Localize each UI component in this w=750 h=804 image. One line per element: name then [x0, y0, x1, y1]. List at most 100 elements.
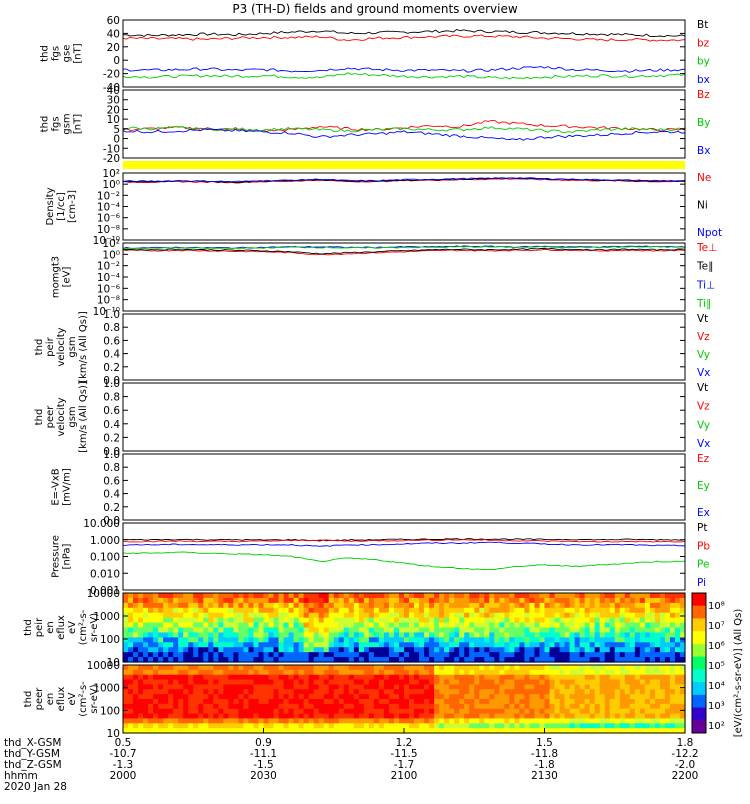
heatmap-cell — [669, 684, 676, 690]
heatmap-cell — [574, 622, 581, 629]
heatmap-cell — [378, 637, 385, 643]
heatmap-cell — [424, 647, 430, 653]
heatmap-cell — [143, 728, 149, 734]
heatmap-cell — [674, 607, 681, 614]
heatmap-cell — [168, 669, 174, 676]
heatmap-cell — [398, 689, 405, 695]
heatmap-cell — [469, 669, 475, 676]
heatmap-cell — [544, 708, 551, 715]
heatmap-cell — [459, 652, 465, 658]
heatmap-cell — [293, 607, 300, 614]
heatmap-cell — [388, 627, 395, 634]
heatmap-cell — [464, 657, 470, 663]
heatmap-cell — [203, 637, 209, 643]
heatmap-cell — [288, 627, 295, 634]
heatmap-cell — [148, 684, 154, 690]
heatmap-cell — [238, 674, 245, 681]
heatmap-cell — [133, 684, 139, 690]
heatmap-cell — [198, 684, 204, 690]
heatmap-cell — [348, 602, 355, 609]
heatmap-cell — [353, 669, 360, 676]
heatmap-cell — [373, 652, 380, 658]
heatmap-cell — [318, 637, 325, 643]
heatmap-cell — [559, 718, 566, 724]
heatmap-cell — [614, 652, 621, 658]
heatmap-cell — [128, 593, 134, 599]
heatmap-cell — [554, 708, 561, 715]
heatmap-cell — [639, 632, 646, 638]
heatmap-cell — [499, 703, 505, 710]
heatmap-cell — [283, 689, 290, 695]
heatmap-cell — [539, 694, 546, 700]
heatmap-cell — [138, 617, 144, 624]
heatmap-cell — [288, 718, 295, 724]
heatmap-cell — [343, 657, 350, 663]
heatmap-cell — [509, 694, 515, 700]
heatmap-cell — [273, 632, 280, 638]
heatmap-cell — [348, 632, 355, 638]
heatmap-cell — [368, 612, 375, 619]
heatmap-cell — [534, 622, 541, 629]
heatmap-cell — [634, 632, 641, 638]
heatmap-cell — [524, 718, 531, 724]
heatmap-cell — [494, 657, 500, 663]
heatmap-cell — [594, 713, 601, 720]
heatmap-cell — [674, 728, 681, 734]
heatmap-cell — [203, 708, 209, 715]
heatmap-cell — [419, 597, 425, 604]
heatmap-cell — [283, 617, 290, 624]
heatmap-cell — [323, 718, 330, 724]
ytick-label: 0.2 — [103, 432, 120, 444]
heatmap-cell — [168, 684, 174, 690]
heatmap-cell — [138, 637, 144, 643]
heatmap-cell — [624, 622, 631, 629]
heatmap-cell — [449, 728, 455, 734]
heatmap-cell — [193, 597, 199, 604]
heatmap-cell — [258, 723, 265, 729]
heatmap-cell — [378, 652, 385, 658]
heatmap-cell — [253, 632, 260, 638]
heatmap-cell — [233, 718, 240, 724]
heatmap-cell — [614, 723, 621, 729]
heatmap-cell — [659, 637, 666, 643]
heatmap-cell — [554, 699, 561, 705]
xtick-value: -12.2 — [671, 748, 698, 760]
heatmap-cell — [564, 632, 571, 638]
heatmap-cell — [479, 602, 485, 609]
heatmap-cell — [138, 703, 144, 710]
heatmap-cell — [609, 708, 616, 715]
heatmap-cell — [308, 593, 315, 599]
heatmap-cell — [128, 665, 134, 671]
heatmap-cell — [233, 689, 240, 695]
heatmap-cell — [293, 647, 300, 653]
heatmap-cell — [674, 708, 681, 715]
heatmap-cell — [183, 602, 189, 609]
heatmap-cell — [203, 728, 209, 734]
heatmap-cell — [243, 699, 250, 705]
heatmap-cell — [148, 713, 154, 720]
ytick-label: 0 — [113, 134, 120, 146]
heatmap-cell — [429, 689, 435, 695]
heatmap-cell — [444, 627, 450, 634]
heatmap-cell — [624, 617, 631, 624]
heatmap-cell — [333, 708, 340, 715]
heatmap-cell — [338, 703, 345, 710]
heatmap-cell — [233, 612, 240, 619]
xaxis-row-label: thd_Z-GSM — [4, 759, 62, 771]
heatmap-cell — [238, 652, 245, 658]
heatmap-cell — [313, 708, 320, 715]
colorbar-segment — [692, 707, 706, 721]
heatmap-cell — [639, 679, 646, 686]
heatmap-cell — [198, 632, 204, 638]
heatmap-cell — [519, 723, 526, 729]
heatmap-cell — [343, 665, 350, 671]
heatmap-cell — [358, 627, 365, 634]
heatmap-cell — [128, 723, 134, 729]
heatmap-cell — [263, 708, 270, 715]
heatmap-cell — [138, 593, 144, 599]
heatmap-cell — [153, 642, 159, 648]
heatmap-cell — [238, 642, 245, 648]
heatmap-cell — [494, 647, 500, 653]
heatmap-cell — [173, 669, 179, 676]
heatmap-cell — [133, 597, 139, 604]
